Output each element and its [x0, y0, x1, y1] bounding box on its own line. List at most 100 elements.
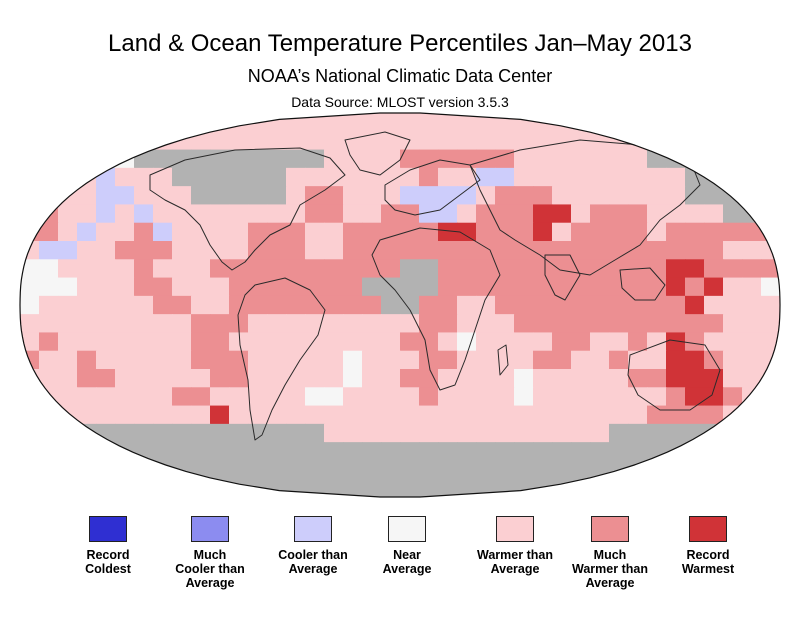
grid-cell — [229, 131, 249, 151]
grid-cell — [514, 369, 534, 388]
grid-cell — [20, 295, 40, 315]
grid-cell — [533, 369, 553, 388]
grid-cell — [115, 295, 135, 315]
grid-cell — [419, 387, 439, 407]
grid-cell — [400, 295, 420, 315]
grid-cell — [39, 387, 59, 407]
grid-cell — [343, 167, 363, 187]
grid-cell — [343, 131, 363, 151]
grid-cell — [647, 259, 667, 279]
grid-cell — [305, 369, 325, 388]
grid-cell — [39, 442, 59, 462]
grid-cell — [286, 332, 306, 352]
grid-cell — [761, 423, 780, 443]
grid-cell — [362, 277, 382, 297]
grid-cell — [571, 405, 591, 425]
grid-cell — [628, 369, 648, 388]
grid-cell — [210, 277, 230, 297]
grid-cell — [590, 423, 610, 443]
grid-cell — [514, 167, 534, 187]
grid-cell — [286, 387, 306, 407]
grid-cell — [343, 405, 363, 425]
grid-cell — [58, 131, 78, 151]
grid-cell — [742, 222, 762, 242]
grid-cell — [115, 113, 135, 132]
grid-cell — [381, 131, 401, 151]
grid-cell — [647, 350, 667, 370]
grid-cell — [286, 277, 306, 297]
grid-cell — [628, 295, 648, 315]
grid-cell — [20, 131, 40, 151]
grid-cell — [628, 350, 648, 370]
grid-cell — [229, 204, 249, 224]
grid-cell — [286, 149, 306, 169]
grid-cell — [248, 332, 268, 352]
grid-cell — [210, 369, 230, 388]
grid-cell — [267, 295, 287, 315]
grid-cell — [324, 405, 344, 425]
grid-cell — [704, 442, 724, 462]
grid-cell — [457, 460, 477, 480]
grid-cell — [723, 186, 743, 206]
grid-cell — [381, 204, 401, 224]
legend-item-much-cooler: Much Cooler than Average — [155, 516, 265, 590]
grid-cell — [552, 332, 572, 352]
grid-cell — [704, 186, 724, 206]
grid-cell — [96, 204, 116, 224]
grid-cell — [400, 423, 420, 443]
grid-cell — [552, 277, 572, 297]
grid-cell — [495, 186, 515, 206]
grid-cell — [191, 241, 211, 260]
grid-cell — [39, 423, 59, 443]
grid-cell — [476, 204, 496, 224]
grid-cell — [761, 405, 780, 425]
grid-cell — [457, 478, 477, 497]
grid-cell — [438, 369, 458, 388]
grid-cell — [286, 259, 306, 279]
grid-cell — [742, 113, 762, 132]
grid-cell — [495, 460, 515, 480]
grid-cell — [77, 405, 97, 425]
grid-cell — [248, 460, 268, 480]
grid-cell — [362, 204, 382, 224]
grid-cell — [742, 259, 762, 279]
grid-cell — [381, 478, 401, 497]
grid-cell — [647, 167, 667, 187]
grid-cell — [153, 149, 173, 169]
grid-cell — [400, 478, 420, 497]
grid-cell — [58, 277, 78, 297]
grid-cell — [400, 149, 420, 169]
grid-cell — [39, 332, 59, 352]
grid-cell — [628, 332, 648, 352]
grid-cell — [571, 423, 591, 443]
grid-cell — [628, 387, 648, 407]
grid-cell — [20, 423, 40, 443]
grid-cell — [742, 387, 762, 407]
grid-cell — [666, 241, 686, 260]
grid-cell — [134, 131, 154, 151]
grid-cell — [77, 478, 97, 497]
grid-cell — [704, 259, 724, 279]
grid-cell — [552, 204, 572, 224]
grid-cell — [609, 186, 629, 206]
grid-cell — [229, 113, 249, 132]
grid-cell — [115, 332, 135, 352]
grid-cell — [77, 314, 97, 334]
grid-cell — [267, 186, 287, 206]
grid-cell — [400, 113, 420, 132]
grid-cell — [476, 277, 496, 297]
grid-cell — [590, 277, 610, 297]
grid-cell — [172, 387, 192, 407]
grid-cell — [704, 149, 724, 169]
grid-cell — [20, 478, 40, 497]
grid-cell — [381, 167, 401, 187]
grid-cell — [647, 460, 667, 480]
percentile-grid — [20, 113, 780, 497]
grid-cell — [704, 369, 724, 388]
land-outline-greenland — [344, 131, 411, 176]
grid-cell — [134, 460, 154, 480]
grid-cell — [438, 131, 458, 151]
grid-cell — [115, 222, 135, 242]
grid-cell — [609, 259, 629, 279]
grid-cell — [457, 350, 477, 370]
